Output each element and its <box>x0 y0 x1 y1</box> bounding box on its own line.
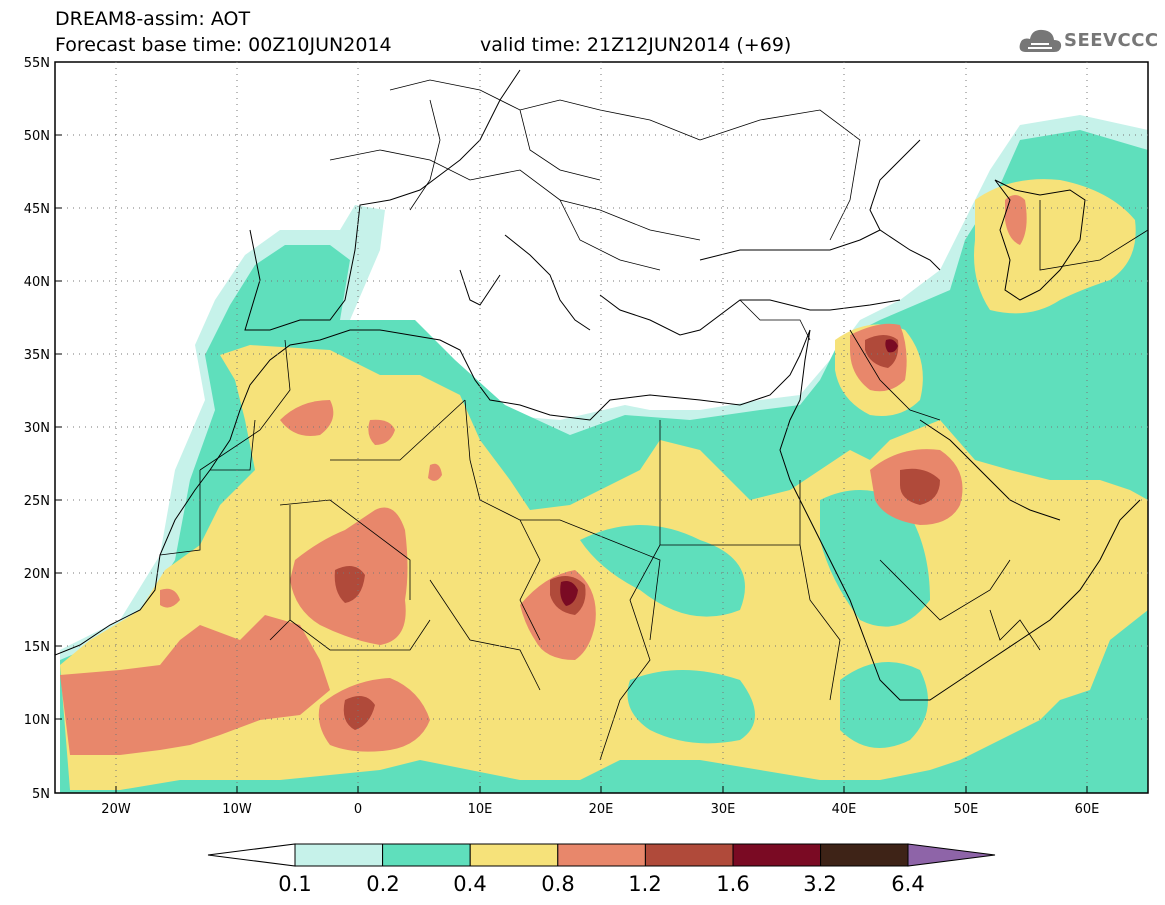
lat-label: 5N <box>32 787 50 802</box>
lat-label: 30N <box>24 421 50 436</box>
map-title: DREAM8-assim: AOT <box>55 8 251 30</box>
colorbar-swatch <box>294 843 384 867</box>
colorbar-swatch <box>382 843 471 867</box>
logo-text: SEEVCCC <box>1064 30 1159 51</box>
country-borders <box>159 79 1148 761</box>
colorbar-swatch <box>732 843 822 867</box>
coastlines <box>55 69 1141 701</box>
colorbar-label: 0.8 <box>541 872 574 896</box>
lon-label: 10E <box>468 802 493 817</box>
colorbar-swatch <box>820 843 909 867</box>
colorbar: 0.1 0.2 0.4 0.8 1.2 1.6 3.2 6.4 <box>207 843 996 896</box>
lon-label: 10W <box>222 802 252 817</box>
colorbar-labels: 0.1 0.2 0.4 0.8 1.2 1.6 3.2 6.4 <box>278 872 924 896</box>
valid-time: valid time: 21Z12JUN2014 (+69) <box>480 34 792 56</box>
colorbar-label: 0.4 <box>453 872 486 896</box>
colorbar-high-arrow <box>907 843 996 867</box>
lat-label: 40N <box>24 275 50 290</box>
lat-label: 35N <box>24 348 50 363</box>
lon-label: 40E <box>832 802 857 817</box>
colorbar-label: 1.6 <box>716 872 749 896</box>
lat-label: 15N <box>24 640 50 655</box>
lat-label: 25N <box>24 494 50 509</box>
cloud-icon <box>1019 29 1062 52</box>
colorbar-label: 0.2 <box>366 872 399 896</box>
seevccc-logo: SEEVCCC <box>1018 24 1158 58</box>
lon-label: 50E <box>954 802 979 817</box>
colorbar-boxes <box>294 843 909 867</box>
colorbar-low-arrow <box>207 843 296 867</box>
lon-label: 0 <box>354 802 362 817</box>
lat-label: 50N <box>24 129 50 144</box>
time-info: Forecast base time: 00Z10JUN2014 valid ti… <box>55 34 791 56</box>
lon-label: 60E <box>1075 802 1100 817</box>
colorbar-label: 6.4 <box>891 872 924 896</box>
lat-label: 10N <box>24 713 50 728</box>
lat-label: 20N <box>24 567 50 582</box>
latitude-labels: 55N 50N 45N 40N 35N 30N 25N 20N 15N 10N … <box>24 56 50 802</box>
lon-label: 30E <box>711 802 736 817</box>
lon-label: 20E <box>589 802 614 817</box>
longitude-labels: 20W 10W 0 10E 20E 30E 40E 50E 60E <box>101 802 1099 817</box>
lon-label: 20W <box>101 802 131 817</box>
colorbar-swatch <box>644 843 734 867</box>
tick-marks <box>55 61 1088 793</box>
base-time: Forecast base time: 00Z10JUN2014 <box>55 34 392 56</box>
colorbar-label: 1.2 <box>628 872 661 896</box>
graticule <box>55 62 1148 793</box>
colorbar-swatch <box>557 843 646 867</box>
colorbar-swatch <box>469 843 559 867</box>
colorbar-label: 3.2 <box>803 872 836 896</box>
aot-map: 55N 50N 45N 40N 35N 30N 25N 20N 15N 10N … <box>24 56 1149 817</box>
lat-label: 45N <box>24 202 50 217</box>
colorbar-label: 0.1 <box>278 872 311 896</box>
lat-label: 55N <box>24 56 50 71</box>
